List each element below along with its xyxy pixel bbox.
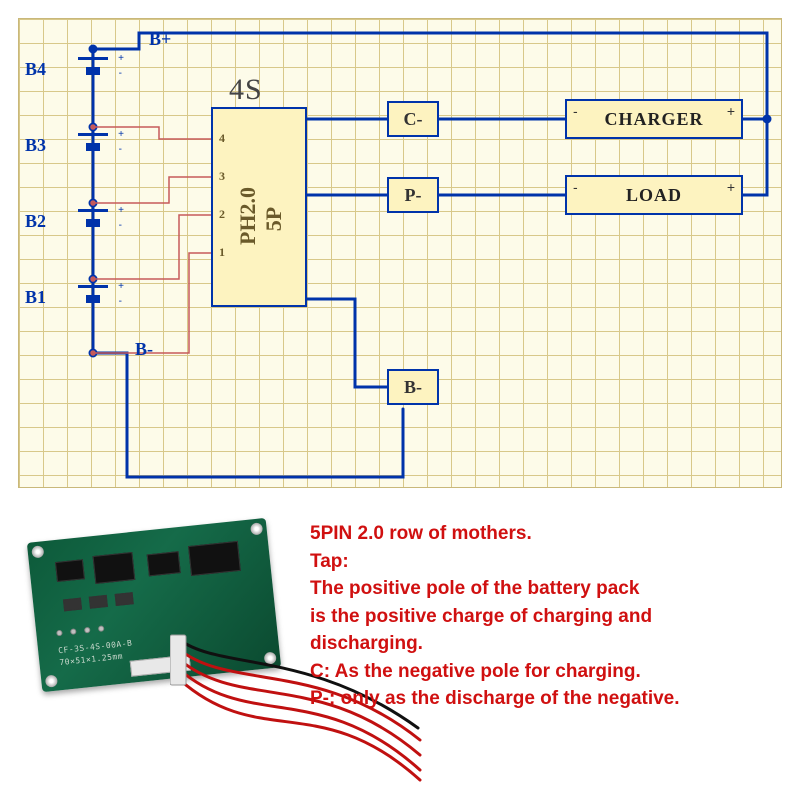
pin-1: 1 [219, 245, 225, 260]
terminal-b-minus-label: B- [389, 371, 437, 403]
label-b2: B2 [25, 211, 46, 232]
pin-3: 3 [219, 169, 225, 184]
load-label: LOAD [567, 177, 741, 213]
bms-label: PH2.0 5P [235, 193, 287, 245]
pcb-photo: CF-3S-4S-00A-B 70×51×1.25mm [27, 518, 281, 692]
wiring-svg [19, 19, 783, 489]
battery-b3: + - [70, 133, 116, 151]
description-block: 5PIN 2.0 row of mothers. Tap: The positi… [310, 520, 780, 713]
schematic-grid: B+ B- + - B4 + - B3 + - B2 + - B1 4S PH2… [18, 18, 782, 488]
label-b3: B3 [25, 135, 46, 156]
terminal-c-minus-label: C- [389, 103, 437, 135]
bms-block: PH2.0 5P 4 3 2 1 [211, 107, 307, 307]
battery-b4: + - [70, 57, 116, 75]
label-4s: 4S [229, 73, 263, 107]
desc-line-4: is the positive charge of charging and [310, 603, 780, 631]
label-b4: B4 [25, 59, 46, 80]
terminal-p-minus-label: P- [389, 179, 437, 211]
battery-b2: + - [70, 209, 116, 227]
desc-line-3: The positive pole of the battery pack [310, 575, 780, 603]
terminal-b-minus: B- [387, 369, 439, 405]
desc-line-1: 5PIN 2.0 row of mothers. [310, 520, 780, 548]
label-b1: B1 [25, 287, 46, 308]
desc-line-7: P-: only as the discharge of the negativ… [310, 685, 780, 713]
charger-block: - + CHARGER [565, 99, 743, 139]
desc-line-6: C: As the negative pole for charging. [310, 658, 780, 686]
load-block: - + LOAD [565, 175, 743, 215]
label-b-minus: B- [135, 339, 153, 360]
terminal-p-minus: P- [387, 177, 439, 213]
charger-label: CHARGER [567, 101, 741, 137]
terminal-c-minus: C- [387, 101, 439, 137]
battery-b1: + - [70, 285, 116, 303]
pin-4: 4 [219, 131, 225, 146]
desc-line-5: discharging. [310, 630, 780, 658]
pin-2: 2 [219, 207, 225, 222]
label-b-plus: B+ [149, 29, 171, 50]
desc-line-2: Tap: [310, 548, 780, 576]
